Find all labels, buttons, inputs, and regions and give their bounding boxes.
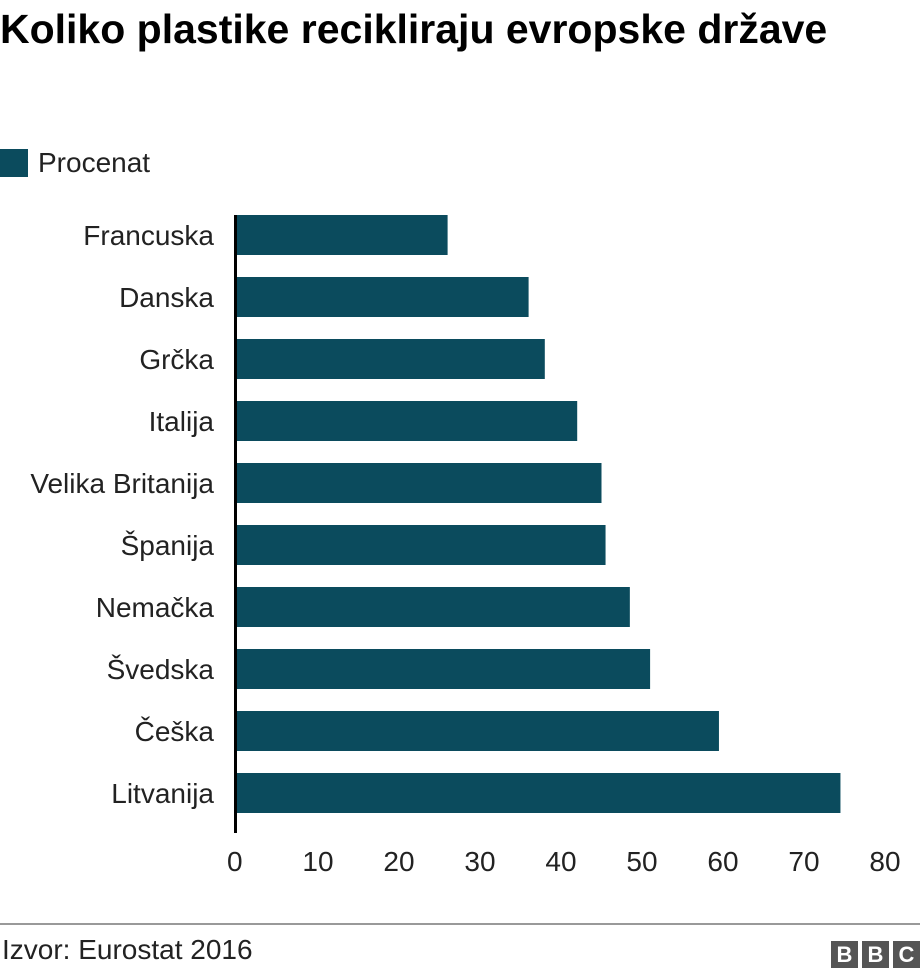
- bbc-logo-block: B: [831, 941, 858, 968]
- x-tick-label: 0: [227, 846, 243, 877]
- x-tick-label: 40: [545, 846, 576, 877]
- category-label: Litvanija: [111, 778, 214, 809]
- x-tick-label: 30: [464, 846, 495, 877]
- bar: [237, 711, 719, 751]
- bar: [237, 649, 651, 689]
- bars: [237, 215, 841, 813]
- bar-chart: Francuska Danska Grčka Italija Velika Britan…: [30, 215, 901, 877]
- bar: [237, 525, 606, 565]
- x-tick-label: 60: [707, 846, 738, 877]
- bar: [237, 339, 545, 379]
- category-labels: Francuska Danska Grčka Italija Velika Britan…: [30, 220, 214, 809]
- bar: [237, 277, 529, 317]
- x-tick-label: 10: [302, 846, 333, 877]
- chart-title: Koliko plastike recikliraju evropske drž…: [0, 6, 828, 52]
- category-label: Švedska: [107, 654, 215, 685]
- bar: [237, 215, 448, 255]
- category-label: Francuska: [83, 220, 214, 251]
- x-tick-label: 20: [383, 846, 414, 877]
- x-tick-label: 70: [788, 846, 819, 877]
- footer-divider: [0, 923, 920, 925]
- category-label: Španija: [121, 530, 215, 561]
- category-label: Danska: [119, 282, 214, 313]
- bbc-logo: B B C: [831, 941, 920, 968]
- category-label: Nemačka: [96, 592, 215, 623]
- bbc-logo-block: B: [862, 941, 889, 968]
- category-label: Grčka: [139, 344, 214, 375]
- bbc-logo-block: C: [893, 941, 920, 968]
- x-tick-label: 50: [626, 846, 657, 877]
- x-tick-label: 80: [869, 846, 900, 877]
- legend-swatch: [0, 149, 28, 177]
- bar: [237, 587, 630, 627]
- bar: [237, 773, 841, 813]
- bar: [237, 401, 578, 441]
- source-note: Izvor: Eurostat 2016: [2, 934, 253, 965]
- bar: [237, 463, 602, 503]
- category-label: Češka: [135, 716, 215, 747]
- legend-label: Procenat: [38, 147, 151, 178]
- category-label: Velika Britanija: [30, 468, 214, 499]
- legend: Procenat: [0, 147, 151, 178]
- x-axis-tick-labels: 0 10 20 30 40 50 60 70 80: [227, 846, 901, 877]
- category-label: Italija: [149, 406, 215, 437]
